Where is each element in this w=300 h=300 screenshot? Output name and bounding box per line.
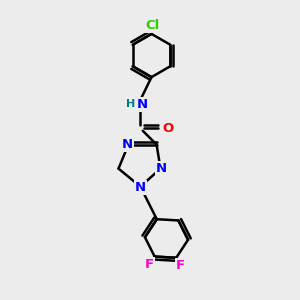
Text: N: N (122, 138, 133, 151)
Text: H: H (126, 99, 135, 110)
Text: N: N (156, 162, 167, 175)
Text: N: N (135, 181, 146, 194)
Text: Cl: Cl (145, 19, 159, 32)
Text: O: O (162, 122, 174, 135)
Text: N: N (136, 98, 148, 111)
Text: F: F (145, 258, 154, 271)
Text: F: F (176, 259, 185, 272)
